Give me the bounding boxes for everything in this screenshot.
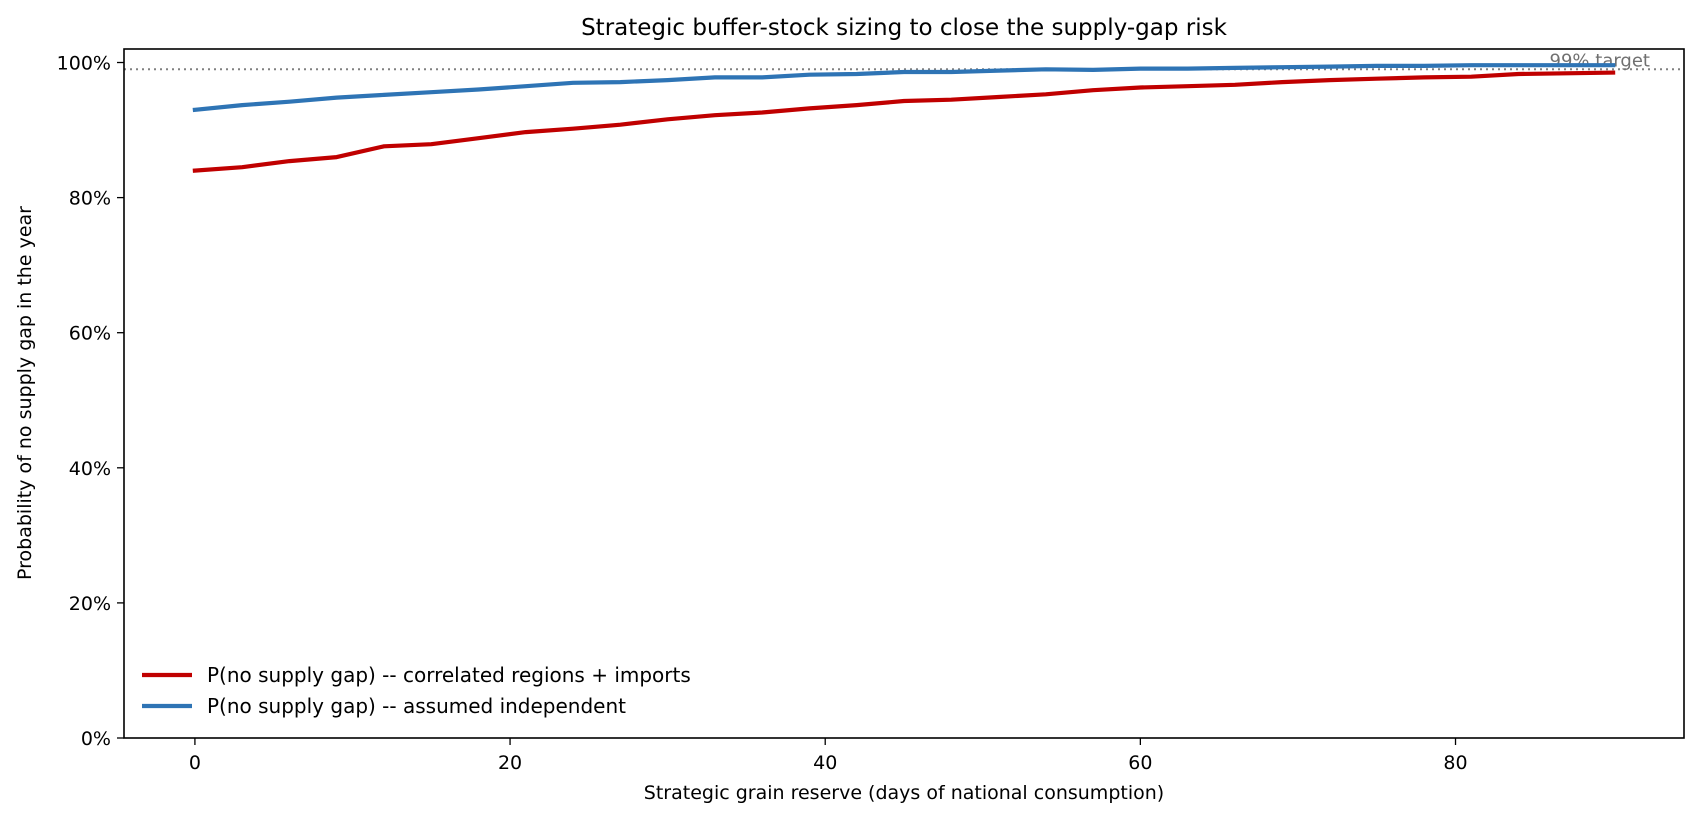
x-tick-label: 0 bbox=[189, 752, 201, 774]
x-tick-label: 20 bbox=[498, 752, 522, 774]
x-axis-title: Strategic grain reserve (days of nationa… bbox=[644, 782, 1164, 804]
y-tick-label: 0% bbox=[81, 728, 111, 750]
y-tick-label: 60% bbox=[69, 323, 111, 345]
legend: P(no supply gap) -- correlated regions +… bbox=[142, 663, 691, 718]
legend-label-1: P(no supply gap) -- correlated regions +… bbox=[207, 663, 691, 687]
y-axis-title: Probability of no supply gap in the year bbox=[14, 206, 36, 580]
series-layer bbox=[192, 63, 1616, 173]
x-axis: 0 20 40 60 80 bbox=[189, 738, 1468, 774]
y-tick-label: 80% bbox=[69, 188, 111, 210]
series-line-1 bbox=[192, 70, 1616, 173]
y-tick-label: 100% bbox=[57, 53, 111, 75]
series-line-2 bbox=[192, 63, 1616, 113]
legend-label-2: P(no supply gap) -- assumed independent bbox=[207, 694, 626, 718]
plot-frame bbox=[123, 48, 1685, 739]
x-tick-label: 80 bbox=[1443, 752, 1467, 774]
x-tick-label: 60 bbox=[1128, 752, 1152, 774]
target-label: 99% target bbox=[1550, 50, 1650, 71]
target-line-layer: 99% target bbox=[124, 50, 1684, 71]
x-tick-label: 40 bbox=[813, 752, 837, 774]
chart-title: Strategic buffer-stock sizing to close t… bbox=[581, 15, 1228, 41]
y-axis: 0% 20% 40% 60% 80% 100% bbox=[57, 53, 124, 750]
y-tick-label: 20% bbox=[69, 593, 111, 615]
y-tick-label: 40% bbox=[69, 458, 111, 480]
